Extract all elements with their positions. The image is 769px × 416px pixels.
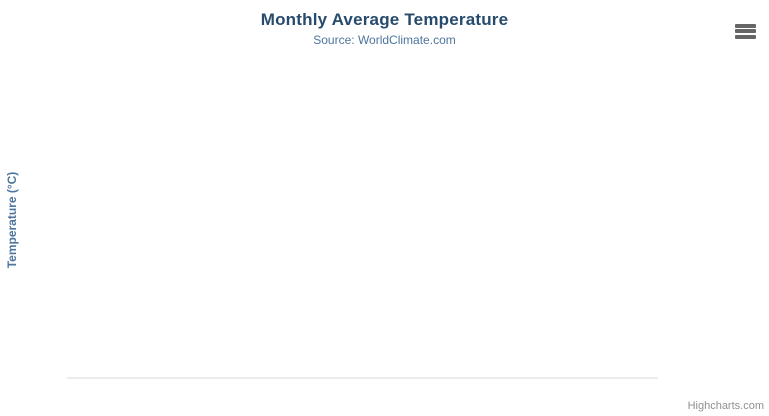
hamburger-menu-icon [734,23,756,39]
chart-subtitle: Source: WorldClimate.com [313,33,456,47]
credits-link[interactable]: Highcharts.com [687,400,764,412]
chart-title: Monthly Average Temperature [260,10,509,29]
context-menu-button[interactable] [732,20,758,42]
y-axis-title: Temperature (°C) [5,172,19,269]
